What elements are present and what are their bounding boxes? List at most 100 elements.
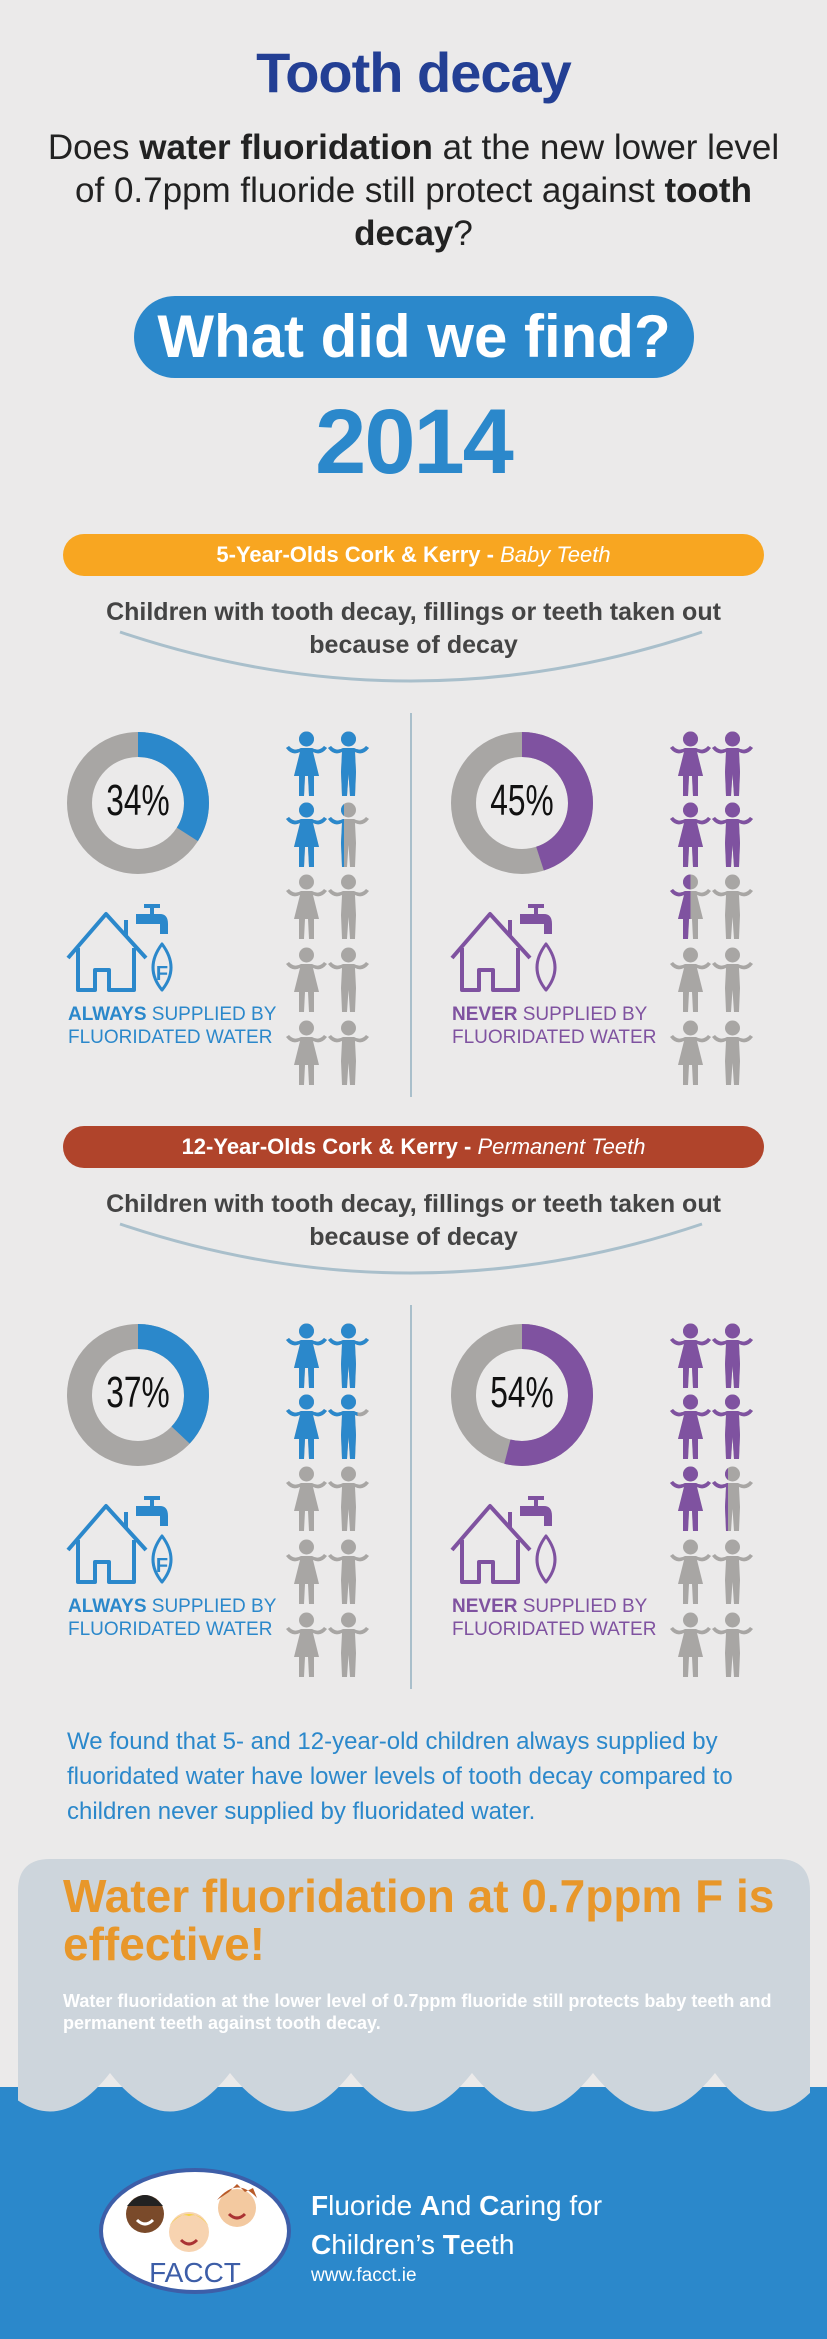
n: C <box>311 2229 332 2260</box>
supply-label-bold: ALWAYS <box>68 1004 147 1025</box>
percent-label: 34% <box>106 776 170 825</box>
boy-figure-icon <box>328 1020 369 1085</box>
tap-icon <box>136 1496 168 1526</box>
boy-figure-icon <box>328 802 369 867</box>
supply-label-bold: ALWAYS <box>68 1596 147 1617</box>
summary-text: We found that 5- and 12-year-old childre… <box>67 1728 733 1825</box>
tap-icon <box>520 1496 552 1526</box>
wave-scallop <box>18 2073 110 2112</box>
n: aring for <box>499 2190 603 2221</box>
boy-figure-icon <box>328 1323 369 1388</box>
percent-label: 54% <box>490 1368 554 1417</box>
section-title-bar: 5-Year-Olds Cork & Kerry - Baby Teeth <box>63 534 764 576</box>
donut-value-arc <box>451 732 593 874</box>
girl-figure-icon <box>670 947 711 1012</box>
page-title: Tooth decay <box>256 41 572 104</box>
wave-scallop <box>351 2073 472 2112</box>
n: nd <box>440 2190 480 2221</box>
girl-figure-icon <box>286 1612 327 1677</box>
section-heading: Children with tooth decay, fillings or t… <box>106 1190 721 1251</box>
divider-line <box>410 1305 412 1689</box>
boy-figure-icon <box>712 802 753 867</box>
girl-figure-icon <box>670 874 711 939</box>
child-face-icon <box>217 2184 257 2227</box>
girl-figure-icon <box>286 1466 327 1531</box>
website-link[interactable]: www.facct.ie <box>311 2265 417 2286</box>
n: hildren’s <box>331 2229 443 2260</box>
fluoride-f-icon: F <box>156 963 168 985</box>
girl-figure-icon <box>286 1394 327 1459</box>
section-title-sep: - <box>480 542 501 567</box>
section-heading: Children with tooth decay, fillings or t… <box>106 598 721 659</box>
section-title: 12-Year-Olds Cork & Kerry <box>181 1134 458 1159</box>
girl-figure-icon <box>670 1539 711 1604</box>
boy-figure-icon <box>328 1466 369 1531</box>
n: C <box>479 2190 500 2221</box>
n: A <box>419 2190 441 2221</box>
n: T <box>442 2229 460 2260</box>
donut-value-arc <box>451 1324 593 1466</box>
girl-figure-icon <box>670 1466 711 1531</box>
divider-arc <box>119 1222 703 1275</box>
q-part: ? <box>453 214 473 253</box>
girl-figure-icon <box>286 731 327 796</box>
boy-figure-icon <box>712 1394 753 1459</box>
wave-scallop <box>472 2073 593 2112</box>
supply-label-rest: SUPPLIED BY FLUORIDATED WATER <box>68 1596 277 1640</box>
supply-label: NEVER SUPPLIED BY FLUORIDATED WATER <box>452 1003 692 1049</box>
boy-figure-icon <box>712 874 753 939</box>
supply-label-rest: SUPPLIED BY FLUORIDATED WATER <box>68 1004 277 1048</box>
boy-figure-icon <box>328 731 369 796</box>
wave-scallop <box>110 2073 230 2112</box>
supply-label: NEVER SUPPLIED BY FLUORIDATED WATER <box>452 1595 692 1641</box>
boy-figure-icon <box>712 1612 753 1677</box>
q-part: at the new lower level of 0.7ppm fluorid… <box>75 128 780 210</box>
fluoride-f-icon: F <box>156 1555 168 1577</box>
wave-scallop <box>230 2073 351 2112</box>
house-tap-icon: F <box>66 904 173 992</box>
q-part: Does <box>47 128 140 167</box>
girl-figure-icon <box>286 1323 327 1388</box>
boy-figure-icon <box>712 1539 753 1604</box>
supply-label-bold: NEVER <box>452 1004 518 1025</box>
conclusion-box <box>18 1859 810 2073</box>
conclusion-body: Water fluoridation at the lower level of… <box>63 1991 772 2033</box>
conclusion-background <box>0 1859 827 2339</box>
n: eeth <box>459 2229 515 2260</box>
child-face-icon <box>126 2195 164 2233</box>
tap-icon <box>520 904 552 934</box>
supply-label-bold: NEVER <box>452 1596 518 1617</box>
donut-chart <box>451 1324 593 1466</box>
year-label: 2014 <box>315 391 514 493</box>
boy-figure-icon <box>328 874 369 939</box>
logo-text: FACCT <box>149 2257 241 2288</box>
section-title-bar: 12-Year-Olds Cork & Kerry - Permanent Te… <box>63 1126 764 1168</box>
house-tap-icon <box>450 904 557 992</box>
girl-figure-icon <box>670 1323 711 1388</box>
boy-figure-icon <box>712 731 753 796</box>
section-subtitle: Baby Teeth <box>500 542 611 567</box>
donut-value-arc <box>67 732 209 874</box>
girl-figure-icon <box>670 1612 711 1677</box>
section-subtitle: Permanent Teeth <box>477 1134 646 1159</box>
girl-figure-icon <box>286 802 327 867</box>
n: luoride <box>328 2190 420 2221</box>
facct-logo: FACCT <box>99 2168 291 2294</box>
girl-figure-icon <box>286 874 327 939</box>
organisation-name: Fluoride And Caring for Children’s Teeth <box>311 2186 602 2264</box>
house-tap-icon <box>450 1496 557 1584</box>
wave-scallop <box>715 2073 810 2112</box>
girl-figure-icon <box>670 802 711 867</box>
section-title-sep: - <box>457 1134 478 1159</box>
supply-label: ALWAYS SUPPLIED BY FLUORIDATED WATER <box>68 1003 308 1049</box>
child-face-icon <box>169 2212 209 2252</box>
wave-scallop <box>593 2073 715 2112</box>
girl-figure-icon <box>286 1539 327 1604</box>
boy-figure-icon <box>712 1323 753 1388</box>
donut-chart <box>67 732 209 874</box>
supply-label: ALWAYS SUPPLIED BY FLUORIDATED WATER <box>68 1595 308 1641</box>
what-did-we-find-banner: What did we find? <box>134 296 694 378</box>
donut-chart <box>67 1324 209 1466</box>
q-bold: water fluoridation <box>139 128 433 167</box>
boy-figure-icon <box>712 1020 753 1085</box>
